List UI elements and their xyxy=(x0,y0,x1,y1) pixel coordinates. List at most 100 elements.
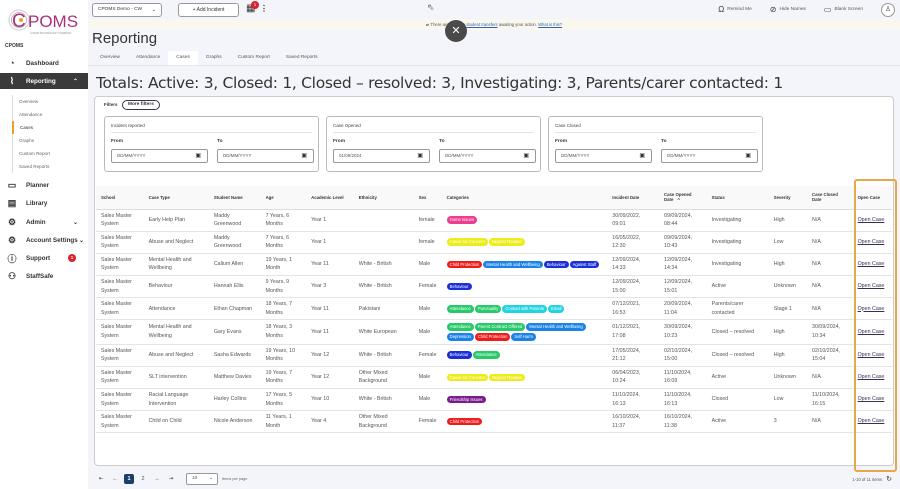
open-case-link[interactable]: Open Case xyxy=(857,351,885,358)
cell-incident-date: 12/09/2024, 15:00 xyxy=(607,275,660,299)
opened-to-input[interactable]: DD/MM/YYYY ▣ xyxy=(439,149,536,163)
cell-opened: 09/09/2024, 08:44 xyxy=(659,209,707,232)
sidebar-sub-graphs[interactable]: Graphs xyxy=(12,134,82,147)
next-page-icon[interactable]: → xyxy=(154,476,160,482)
sidebar-item-support[interactable]: ⓘ Support 1 xyxy=(0,251,88,265)
school-select[interactable]: CPOMS Demo - CW ⌄ xyxy=(92,3,162,17)
page-2-button[interactable]: 2 xyxy=(141,476,145,482)
cell-status: Closed – resolved xyxy=(706,344,769,367)
sidebar-item-planner[interactable]: ▭ Planner xyxy=(0,178,88,192)
cell-level: Year 12 xyxy=(306,366,354,390)
closed-from-input[interactable]: DD/MM/YYYY ▣ xyxy=(555,149,652,163)
open-case-link[interactable]: Open Case xyxy=(857,305,885,312)
calendar-icon[interactable]: ▣ xyxy=(417,153,423,159)
calendar-icon[interactable]: ▣ xyxy=(195,153,201,159)
column-header[interactable]: Open Case xyxy=(852,186,892,210)
column-header[interactable]: Severity xyxy=(768,186,808,210)
sidebar-item-staffsafe[interactable]: ⚇ StaffSafe xyxy=(0,269,88,283)
first-page-icon[interactable]: ⇤ xyxy=(98,476,104,482)
items-per-page-select[interactable]: 10 ⌄ xyxy=(186,473,218,485)
column-header[interactable]: Ethnicity xyxy=(353,186,414,210)
sidebar-sub-cases[interactable]: Cases xyxy=(12,121,82,134)
cell-closed: N/A xyxy=(807,366,853,390)
column-header[interactable]: Categories xyxy=(441,186,608,210)
notifications-button[interactable]: ▦ 1 xyxy=(246,1,259,14)
open-case-link[interactable]: Open Case xyxy=(857,418,885,425)
sidebar-item-reporting[interactable]: ⌇ Reporting ⌃ xyxy=(0,73,88,89)
sidebar-item-library[interactable]: ▤ Library xyxy=(0,196,88,210)
student-transfers-link[interactable]: student transfers xyxy=(466,22,498,27)
incident-from-input[interactable]: DD/MM/YYYY ▣ xyxy=(111,149,208,163)
blank-screen-button[interactable]: ▭ Blank Screen xyxy=(824,5,863,14)
hide-names-button[interactable]: ⊘ Hide Names xyxy=(770,5,806,14)
tab-overview[interactable]: Overview xyxy=(100,55,120,60)
page-1-button[interactable]: 1 xyxy=(124,474,134,484)
cell-severity: Low xyxy=(768,388,808,412)
cell-level: Year 1 xyxy=(306,209,354,232)
category-pill: Neglect Related xyxy=(488,373,525,382)
open-case-link[interactable]: Open Case xyxy=(857,283,885,290)
more-options-icon[interactable]: ⋮ xyxy=(260,4,268,13)
remind-me-button[interactable]: Ω Remind Me xyxy=(718,5,752,14)
blank-screen-label: Blank Screen xyxy=(834,7,863,12)
cell-student: Callum Allen xyxy=(208,253,261,277)
to-label: To xyxy=(661,139,667,144)
column-header[interactable]: Incident Date xyxy=(607,186,660,210)
column-header[interactable]: Case Closed Date xyxy=(807,186,853,210)
column-header[interactable]: Age xyxy=(260,186,307,210)
close-button[interactable]: ✕ xyxy=(445,20,467,42)
open-case-link[interactable]: Open Case xyxy=(857,216,885,223)
cell-sex: Female xyxy=(413,344,442,367)
sidebar-sub-attendance[interactable]: Attendance xyxy=(12,108,82,121)
category-pill: Attendance xyxy=(446,323,474,331)
open-case-link[interactable]: Open Case xyxy=(857,328,885,335)
cell-sex: Male xyxy=(413,388,442,412)
tab-saved-reports[interactable]: Saved Reports xyxy=(285,55,318,60)
calendar-icon[interactable]: ▣ xyxy=(745,153,751,159)
sidebar-item-admin[interactable]: ⚙ Admin ⌄ xyxy=(0,215,88,229)
tab-cases[interactable]: Cases xyxy=(168,51,198,65)
tab-graphs[interactable]: Graphs xyxy=(205,55,222,60)
tab-custom-report[interactable]: Custom Report xyxy=(237,55,270,60)
input-value: DD/MM/YYYY xyxy=(561,153,590,158)
refresh-icon[interactable]: ↻ xyxy=(886,476,892,483)
column-header[interactable]: Academic Level xyxy=(306,186,354,210)
cpoms-logo[interactable]: C POMS A STAR TECHNOLOGY COMPANY xyxy=(8,5,80,39)
cell-student: Harley Collins xyxy=(208,388,261,412)
calendar-icon[interactable]: ▣ xyxy=(523,153,529,159)
column-header[interactable]: Sex xyxy=(413,186,442,210)
open-case-link[interactable]: Open Case xyxy=(857,396,885,403)
closed-to-input[interactable]: DD/MM/YYYY ▣ xyxy=(661,149,758,163)
more-filters-button[interactable]: More filters xyxy=(122,100,160,110)
sidebar-sub-overview[interactable]: Overview xyxy=(12,95,82,108)
open-case-link[interactable]: Open Case xyxy=(857,238,885,245)
help-icon: ⓘ xyxy=(7,253,17,264)
chart-line-icon: ⌇ xyxy=(9,75,15,86)
tab-attendance[interactable]: Attendance xyxy=(136,55,161,60)
calendar-icon[interactable]: ▣ xyxy=(301,153,307,159)
user-avatar[interactable]: ♙ xyxy=(881,2,895,17)
category-pill: Home Issues xyxy=(446,216,478,224)
sidebar-sub-custom-report[interactable]: Custom Report xyxy=(12,147,82,160)
sidebar-sub-saved-reports[interactable]: Saved Reports xyxy=(12,160,82,173)
column-header[interactable]: Student Name xyxy=(208,186,261,210)
column-header[interactable]: Case Type xyxy=(143,186,209,210)
calendar-icon[interactable]: ▣ xyxy=(639,153,645,159)
column-header[interactable]: Case Opened Date ^ xyxy=(659,186,707,210)
user-icon: ♙ xyxy=(884,5,892,13)
cell-ethnicity: White European xyxy=(353,319,414,345)
last-page-icon[interactable]: ⇥ xyxy=(168,476,174,482)
add-incident-button[interactable]: + Add Incident xyxy=(178,3,239,17)
open-case-link[interactable]: Open Case xyxy=(857,261,885,268)
incident-to-input[interactable]: DD/MM/YYYY ▣ xyxy=(217,149,314,163)
cell-age: 19 Years, 1 Month xyxy=(260,253,307,277)
what-is-this-link[interactable]: What is this? xyxy=(538,22,563,27)
column-header[interactable]: School xyxy=(96,186,144,210)
sidebar-item-account-settings[interactable]: ⚙ Account Settings ⌄ xyxy=(0,233,88,247)
sort-asc-icon[interactable]: ^ xyxy=(677,197,680,203)
sidebar-item-dashboard[interactable]: ◔ Dashboard xyxy=(0,56,88,70)
prev-page-icon[interactable]: ← xyxy=(112,476,118,482)
column-header[interactable]: Status xyxy=(706,186,769,210)
opened-from-input[interactable]: 01/09/2024 ▣ xyxy=(333,149,430,163)
open-case-link[interactable]: Open Case xyxy=(857,374,885,381)
